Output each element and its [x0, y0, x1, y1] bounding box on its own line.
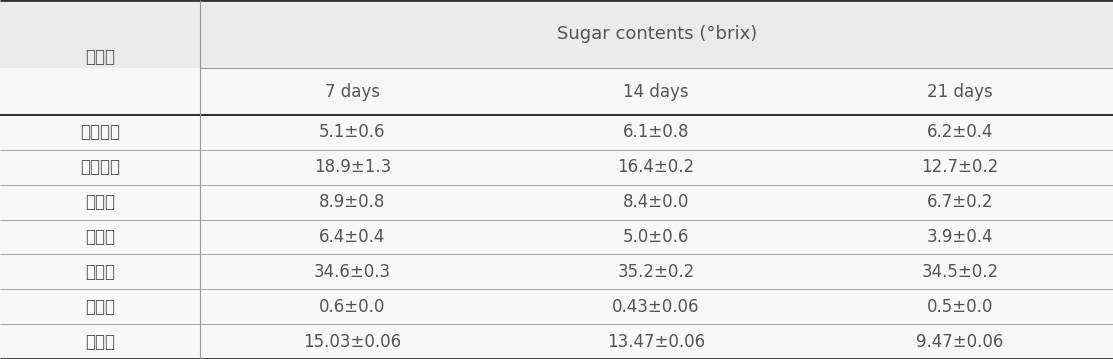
- Text: 5.1±0.6: 5.1±0.6: [319, 123, 385, 141]
- Text: 21 days: 21 days: [927, 83, 993, 101]
- Text: 조초방: 조초방: [86, 193, 115, 211]
- Text: 천리초: 천리초: [86, 298, 115, 316]
- Text: 9.47±0.06: 9.47±0.06: [916, 332, 1004, 350]
- Text: 전자손초: 전자손초: [80, 123, 120, 141]
- Text: 16.4±0.2: 16.4±0.2: [618, 158, 695, 176]
- Text: 6.2±0.4: 6.2±0.4: [927, 123, 993, 141]
- Text: 15.03±0.06: 15.03±0.06: [303, 332, 402, 350]
- Text: 대추식초: 대추식초: [80, 158, 120, 176]
- Text: 0.5±0.0: 0.5±0.0: [927, 298, 993, 316]
- Text: 감식초: 감식초: [86, 332, 115, 350]
- Text: 8.9±0.8: 8.9±0.8: [319, 193, 385, 211]
- Text: 8.4±0.0: 8.4±0.0: [623, 193, 689, 211]
- Text: 12.7±0.2: 12.7±0.2: [922, 158, 998, 176]
- Text: 매초방: 매초방: [86, 263, 115, 281]
- Text: 3.9±0.4: 3.9±0.4: [927, 228, 993, 246]
- Text: 5.0±0.6: 5.0±0.6: [623, 228, 689, 246]
- Text: 34.6±0.3: 34.6±0.3: [314, 263, 391, 281]
- Text: 6.1±0.8: 6.1±0.8: [623, 123, 689, 141]
- Text: 13.47±0.06: 13.47±0.06: [607, 332, 706, 350]
- Text: 18.9±1.3: 18.9±1.3: [314, 158, 391, 176]
- Text: 34.5±0.2: 34.5±0.2: [922, 263, 998, 281]
- Text: 7 days: 7 days: [325, 83, 380, 101]
- Text: 35.2±0.2: 35.2±0.2: [618, 263, 695, 281]
- Text: 0.6±0.0: 0.6±0.0: [319, 298, 385, 316]
- Text: Sugar contents (°brix): Sugar contents (°brix): [556, 25, 757, 43]
- Text: 식초명: 식초명: [86, 48, 115, 66]
- Text: 14 days: 14 days: [623, 83, 689, 101]
- Text: 0.43±0.06: 0.43±0.06: [612, 298, 700, 316]
- Text: 6.7±0.2: 6.7±0.2: [927, 193, 993, 211]
- Text: 6.4±0.4: 6.4±0.4: [319, 228, 385, 246]
- Bar: [0, 0, 1113, 68]
- Text: 도초방: 도초방: [86, 228, 115, 246]
